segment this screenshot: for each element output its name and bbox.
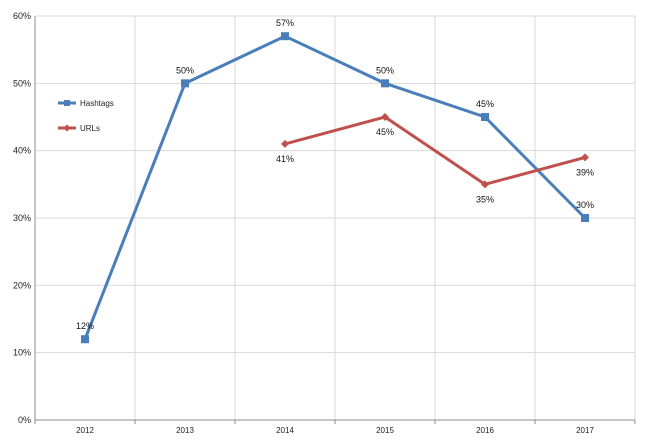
x-tick-label: 2017: [576, 426, 594, 435]
point-hashtags: [181, 79, 189, 87]
data-label-hashtags: 45%: [476, 99, 494, 109]
point-urls: [581, 153, 589, 161]
point-hashtags: [381, 79, 389, 87]
x-tick-label: 2014: [276, 426, 294, 435]
y-tick-label: 50%: [13, 78, 31, 88]
data-label-urls: 41%: [276, 154, 294, 164]
data-label-urls: 39%: [576, 167, 594, 177]
point-hashtags: [581, 214, 589, 222]
legend-label-urls: URLs: [80, 124, 100, 133]
legend-label-hashtags: Hashtags: [80, 99, 114, 108]
x-tick-label: 2012: [76, 426, 94, 435]
axes: 0% 10% 20% 30% 40% 50% 60% 2012 2013 2014 2015 2016…: [13, 11, 635, 435]
y-tick-label: 20%: [13, 280, 31, 290]
y-tick-label: 0%: [18, 415, 31, 425]
x-tick-label: 2013: [176, 426, 194, 435]
data-label-hashtags: 50%: [376, 65, 394, 75]
point-hashtags: [281, 32, 289, 40]
point-urls: [281, 140, 289, 148]
data-label-hashtags: 30%: [576, 200, 594, 210]
x-tick-label: 2015: [376, 426, 394, 435]
y-tick-label: 30%: [13, 213, 31, 223]
legend: Hashtags URLs: [58, 99, 114, 133]
data-label-hashtags: 12%: [76, 321, 94, 331]
y-tick-label: 40%: [13, 146, 31, 156]
data-label-hashtags: 57%: [276, 18, 294, 28]
point-hashtags: [481, 113, 489, 121]
data-label-hashtags: 50%: [176, 65, 194, 75]
data-label-urls: 45%: [376, 127, 394, 137]
grid: [35, 16, 635, 420]
data-label-urls: 35%: [476, 194, 494, 204]
legend-marker-urls: [64, 125, 71, 132]
point-hashtags: [81, 335, 89, 343]
x-tick-label: 2016: [476, 426, 494, 435]
y-tick-label: 60%: [13, 11, 31, 21]
y-tick-label: 10%: [13, 348, 31, 358]
legend-marker-hashtags: [64, 100, 70, 106]
